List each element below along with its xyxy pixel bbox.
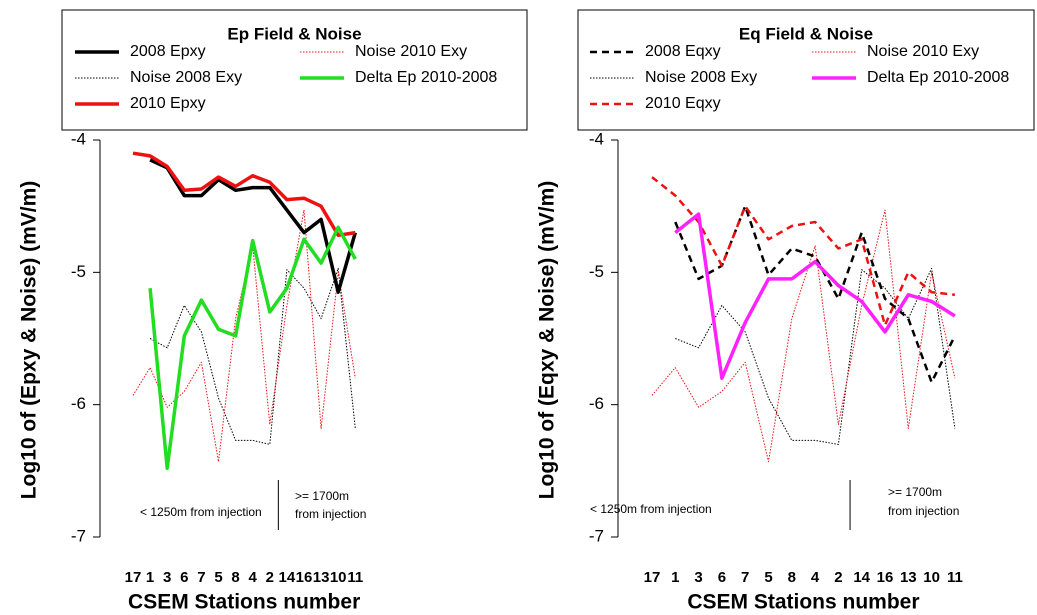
x-tick-label: 4 — [249, 569, 258, 586]
annotation: >= 1700m — [888, 485, 942, 499]
x-axis-label: CSEM Stations number — [128, 591, 360, 614]
x-tick-label: 13 — [313, 569, 330, 586]
legend-label: 2008 Eqxy — [645, 43, 721, 60]
y-tick-label: -7 — [589, 526, 604, 545]
x-tick-label: 17 — [644, 569, 661, 586]
series-line — [132, 151, 356, 238]
legend-label: Delta Ep 2010-2008 — [355, 69, 497, 86]
x-tick-label: 7 — [197, 569, 205, 586]
x-tick-label: 13 — [900, 569, 917, 586]
x-tick-label: 11 — [947, 569, 963, 586]
x-tick-label: 10 — [923, 569, 940, 586]
annotation: < 1250m from injection — [590, 502, 712, 516]
x-tick-label: 8 — [231, 569, 239, 586]
x-tick-label: 14 — [279, 569, 296, 586]
x-tick-label: 10 — [330, 569, 347, 586]
legend-title: Ep Field & Noise — [227, 24, 361, 43]
x-tick-label: 16 — [296, 569, 313, 586]
x-tick-label: 6 — [718, 569, 726, 586]
y-tick-label: -7 — [71, 526, 86, 545]
legend-label: Noise 2010 Exy — [355, 43, 467, 60]
series-line — [651, 176, 956, 327]
legend-label: Delta Ep 2010-2008 — [867, 69, 1009, 86]
x-tick-label: 14 — [853, 569, 870, 586]
x-tick-label: 3 — [694, 569, 702, 586]
series-line — [149, 158, 357, 294]
annotation: from injection — [295, 507, 366, 521]
y-axis-label: Log10 of (Eqxy & Noise) (mV/m) — [536, 181, 559, 500]
series-line — [148, 225, 357, 470]
legend-label: Noise 2008 Exy — [130, 69, 242, 86]
x-tick-label: 3 — [163, 569, 171, 586]
annotation: < 1250m from injection — [140, 505, 262, 519]
x-tick-label: 5 — [764, 569, 772, 586]
series-line — [675, 267, 956, 445]
legend-box — [577, 9, 1035, 131]
legend-box — [61, 9, 528, 131]
legend-title: Eq Field & Noise — [739, 24, 873, 43]
series-line — [132, 209, 356, 463]
series-line — [149, 267, 356, 445]
y-tick-label: -6 — [589, 394, 604, 413]
x-tick-label: 1 — [671, 569, 679, 586]
x-tick-label: 7 — [741, 569, 749, 586]
x-axis-label: CSEM Stations number — [687, 591, 919, 614]
x-tick-label: 6 — [180, 569, 188, 586]
x-tick-label: 2 — [266, 569, 274, 586]
series-line — [651, 209, 956, 463]
x-tick-label: 4 — [811, 569, 820, 586]
legend-label: Noise 2010 Exy — [867, 43, 979, 60]
x-tick-label: 16 — [877, 569, 894, 586]
x-tick-label: 8 — [788, 569, 796, 586]
y-axis-label: Log10 of (Epxy & Noise) (mV/m) — [18, 181, 41, 500]
legend-label: Noise 2008 Exy — [645, 69, 757, 86]
legend-label: 2008 Epxy — [130, 43, 206, 60]
y-tick-label: -6 — [71, 394, 86, 413]
x-tick-label: 5 — [214, 569, 222, 586]
x-tick-label: 1 — [146, 569, 154, 586]
legend-label: 2010 Eqxy — [645, 95, 721, 112]
x-tick-label: 11 — [347, 569, 363, 586]
series-line — [674, 212, 956, 380]
y-tick-label: -5 — [71, 262, 86, 281]
x-tick-label: 17 — [125, 569, 142, 586]
x-tick-label: 2 — [834, 569, 842, 586]
annotation: from injection — [888, 504, 959, 518]
y-tick-label: -5 — [589, 262, 604, 281]
annotation: >= 1700m — [295, 489, 349, 503]
y-tick-label: -4 — [71, 129, 86, 148]
y-tick-label: -4 — [589, 129, 604, 148]
legend-label: 2010 Epxy — [130, 95, 206, 112]
